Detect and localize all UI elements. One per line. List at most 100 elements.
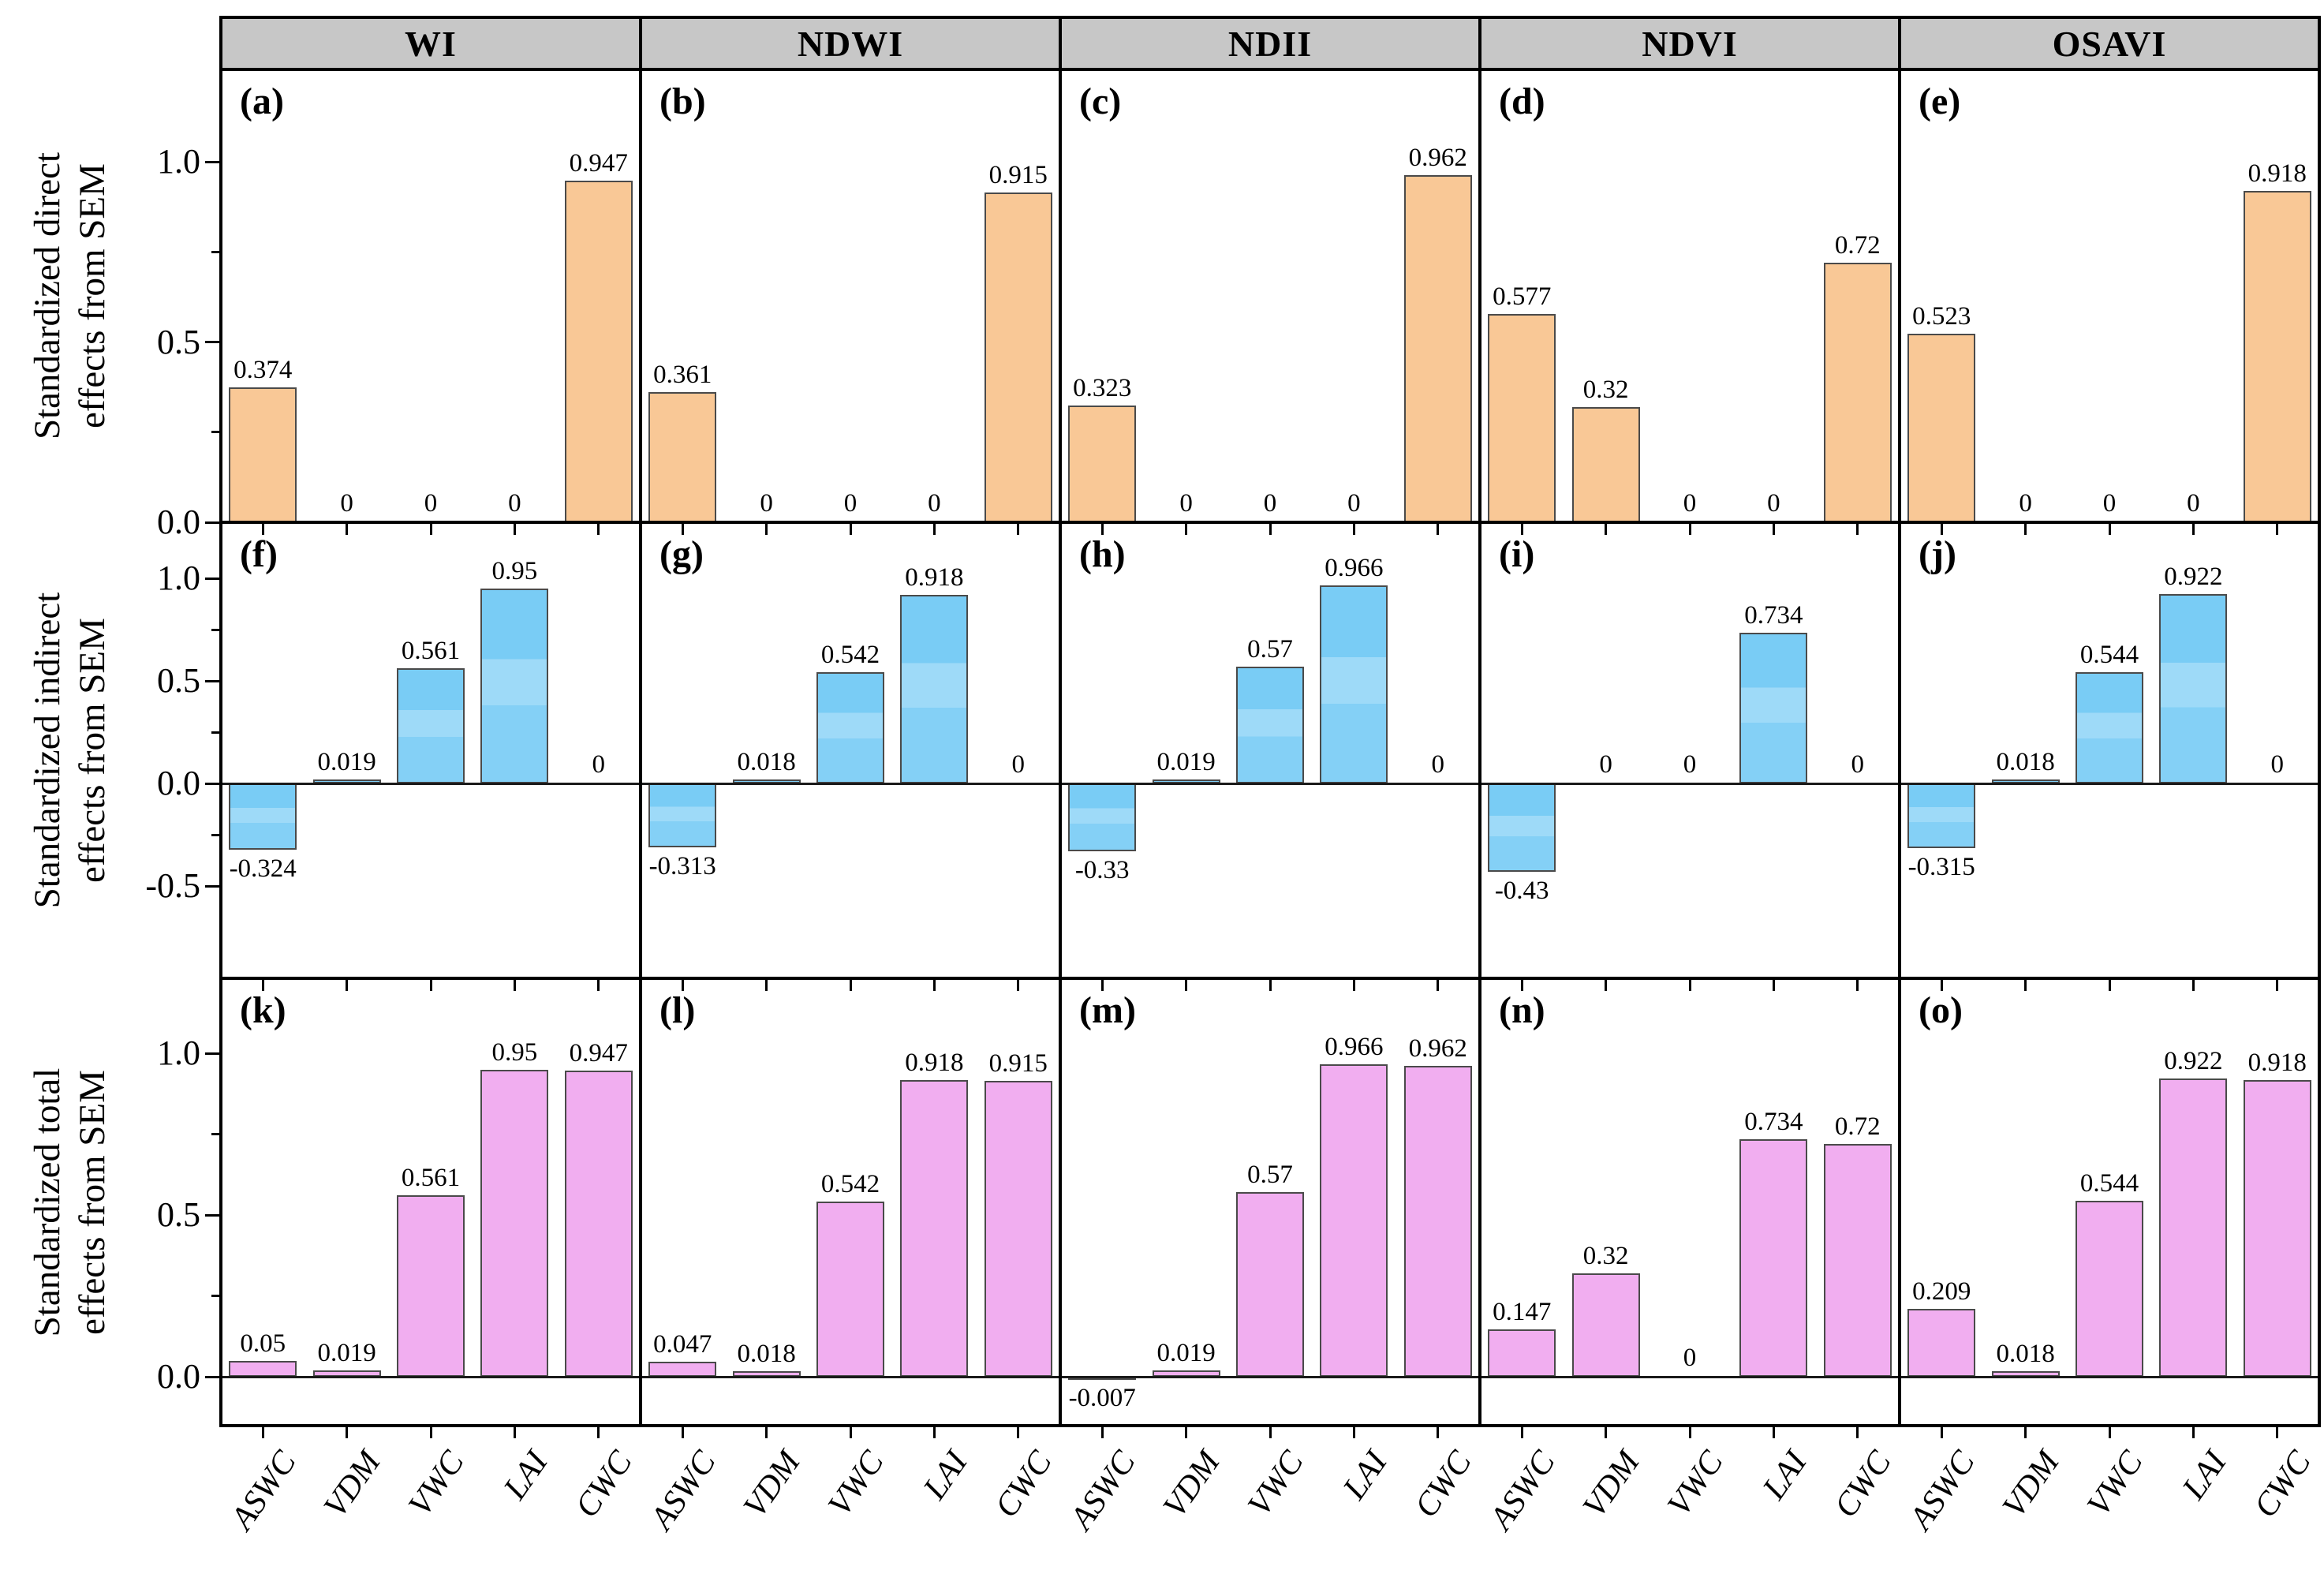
grid-horizontal-line — [219, 68, 2321, 71]
x-tick — [2191, 978, 2195, 991]
y-tick-label: -0.5 — [145, 866, 200, 905]
value-label: 0.019 — [1156, 748, 1216, 777]
bar-direct-NDWI-ASWC — [648, 392, 717, 522]
value-label: 0.962 — [1408, 144, 1467, 173]
value-label: 0.947 — [569, 149, 628, 178]
value-label: 0 — [424, 489, 438, 518]
value-label: 0 — [2187, 489, 2200, 518]
x-tick — [932, 522, 936, 535]
value-label: 0.374 — [234, 356, 293, 385]
value-label: 0.361 — [653, 361, 712, 390]
x-tick — [849, 978, 852, 991]
x-tick — [429, 522, 432, 535]
value-label: 0.734 — [1744, 601, 1803, 630]
value-label: 0.32 — [1582, 1241, 1629, 1270]
value-label: 0 — [1011, 750, 1026, 779]
panel-letter-f: (f) — [240, 533, 278, 575]
panel-letter-o: (o) — [1919, 989, 1963, 1031]
panel-letter-m: (m) — [1079, 989, 1136, 1031]
value-label: 0.523 — [1912, 301, 1971, 331]
y-tick-label: 0.0 — [157, 503, 200, 541]
bar-indirect-NDWI-ASWC — [648, 783, 717, 848]
x-tick — [1688, 978, 1691, 991]
x-tick — [2024, 1426, 2027, 1438]
value-label: 0.918 — [2247, 1048, 2307, 1077]
y-minor-tick — [211, 431, 221, 434]
x-tick — [1017, 1426, 1020, 1438]
grid-horizontal-line — [219, 521, 2321, 524]
value-label: 0 — [2102, 489, 2117, 518]
y-minor-tick — [211, 250, 221, 253]
value-label: 0.922 — [2164, 1046, 2223, 1075]
value-label: 0.95 — [491, 557, 538, 585]
bar-total-WI-CWC — [564, 1070, 633, 1377]
bar-total-NDVI-VDM — [1571, 1273, 1640, 1377]
y-major-tick — [205, 521, 221, 524]
x-tick — [2276, 522, 2279, 535]
value-label: 0.962 — [1408, 1034, 1467, 1063]
value-label: 0 — [1179, 489, 1193, 518]
x-tick — [2191, 1426, 2195, 1438]
x-tick — [2191, 522, 2195, 535]
value-label: -0.33 — [1074, 855, 1130, 884]
value-label: 0 — [592, 750, 606, 779]
x-tick — [849, 522, 852, 535]
value-label: 0.72 — [1834, 1112, 1881, 1141]
bar-total-WI-LAI — [480, 1069, 549, 1377]
value-label: 0 — [2270, 750, 2285, 779]
value-label: 0.922 — [2164, 563, 2223, 592]
value-label: 0.561 — [401, 637, 461, 666]
y-tick-label: 1.0 — [157, 559, 200, 597]
value-label: 0 — [508, 489, 521, 518]
x-tick — [597, 522, 600, 535]
value-label: 0 — [1683, 1344, 1697, 1372]
y-tick-label: 0.0 — [157, 1357, 200, 1396]
x-tick — [429, 978, 432, 991]
x-tick — [1100, 1426, 1104, 1438]
value-label: 0.047 — [653, 1329, 712, 1359]
bar-direct-NDVI-VDM — [1571, 406, 1640, 522]
x-tick — [1688, 522, 1691, 535]
value-label: 0.915 — [988, 1049, 1048, 1078]
panel-letter-e: (e) — [1919, 80, 1961, 122]
value-label: 0 — [1599, 750, 1612, 779]
value-label: 0.147 — [1493, 1297, 1552, 1326]
grid-horizontal-line — [219, 977, 2321, 980]
x-tick — [1352, 978, 1355, 991]
value-label: 0.32 — [1582, 375, 1629, 404]
x-tick — [765, 522, 768, 535]
y-major-tick — [205, 1213, 221, 1217]
bar-total-NDVI-CWC — [1823, 1143, 1892, 1377]
value-label: 0.57 — [1247, 1161, 1293, 1190]
x-tick — [1352, 1426, 1355, 1438]
x-tick — [765, 978, 768, 991]
value-label: -0.43 — [1494, 876, 1549, 905]
x-tick — [1185, 1426, 1188, 1438]
bar-indirect-WI-LAI — [480, 589, 549, 783]
grid-horizontal-line — [219, 16, 2321, 19]
value-label: 0.734 — [1744, 1108, 1803, 1137]
bar-direct-WI-ASWC — [229, 387, 297, 522]
x-tick — [1856, 522, 1859, 535]
x-tick — [1940, 522, 1943, 535]
x-tick — [1688, 1426, 1691, 1438]
y-tick-label: 0.5 — [157, 1195, 200, 1234]
value-label: 0.915 — [988, 160, 1048, 189]
y-major-tick — [205, 160, 221, 163]
value-label: 0.966 — [1325, 553, 1384, 582]
x-tick — [1772, 1426, 1775, 1438]
y-tick-label: 1.0 — [157, 142, 200, 181]
column-header-ndii: NDII — [1060, 17, 1480, 69]
value-label: 0.019 — [317, 1339, 376, 1368]
y-minor-tick — [211, 1133, 221, 1135]
value-label: 0 — [1683, 489, 1697, 518]
panel-letter-d: (d) — [1499, 80, 1545, 122]
x-tick — [1605, 978, 1608, 991]
value-label: -0.313 — [648, 852, 716, 881]
x-tick — [1856, 978, 1859, 991]
panel-letter-j: (j) — [1919, 533, 1956, 575]
bar-indirect-NDII-LAI — [1320, 585, 1388, 783]
bar-indirect-NDWI-LAI — [900, 595, 969, 783]
y-major-tick — [205, 1052, 221, 1055]
bar-total-NDWI-CWC — [984, 1080, 1052, 1377]
